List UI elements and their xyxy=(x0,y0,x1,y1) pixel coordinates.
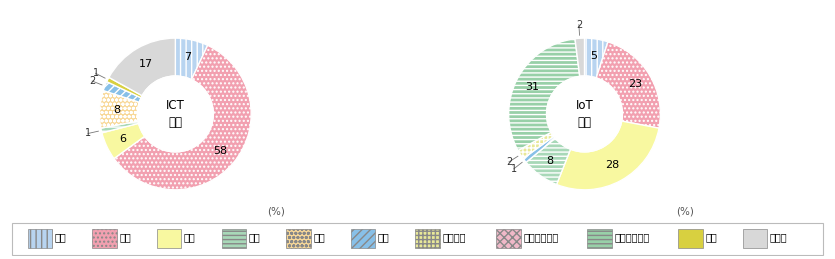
Bar xyxy=(497,229,521,248)
Bar xyxy=(28,229,52,248)
Wedge shape xyxy=(114,45,251,190)
Text: 28: 28 xyxy=(605,160,620,170)
Text: 7: 7 xyxy=(185,52,192,62)
Wedge shape xyxy=(509,39,579,150)
Text: 23: 23 xyxy=(628,79,642,89)
Text: ICT
分野: ICT 分野 xyxy=(166,99,185,129)
Text: IoT
分野: IoT 分野 xyxy=(575,99,594,129)
Text: 1: 1 xyxy=(511,164,517,174)
Wedge shape xyxy=(596,42,660,128)
Circle shape xyxy=(138,76,213,152)
FancyBboxPatch shape xyxy=(13,223,822,255)
Text: 2: 2 xyxy=(506,157,512,167)
Wedge shape xyxy=(99,91,139,128)
Text: フィンランド: フィンランド xyxy=(615,233,650,243)
Text: 独国: 独国 xyxy=(184,233,195,243)
Wedge shape xyxy=(175,38,208,80)
Text: 中国: 中国 xyxy=(313,233,325,243)
Wedge shape xyxy=(584,38,608,78)
Text: 2: 2 xyxy=(576,20,582,30)
Text: 5: 5 xyxy=(590,51,597,61)
Circle shape xyxy=(547,76,622,152)
Text: 17: 17 xyxy=(139,59,153,69)
Text: 2: 2 xyxy=(89,76,95,86)
Wedge shape xyxy=(557,121,659,190)
Wedge shape xyxy=(101,121,139,133)
Bar xyxy=(92,229,117,248)
Text: 仏国: 仏国 xyxy=(377,233,390,243)
Text: (%): (%) xyxy=(267,206,286,216)
Wedge shape xyxy=(524,136,555,162)
Wedge shape xyxy=(518,132,554,159)
Text: オランダ: オランダ xyxy=(443,233,466,243)
Wedge shape xyxy=(104,82,141,102)
Text: 8: 8 xyxy=(114,105,120,115)
Text: 58: 58 xyxy=(213,146,227,156)
Text: 31: 31 xyxy=(525,82,539,92)
Wedge shape xyxy=(107,77,142,98)
Bar xyxy=(221,229,246,248)
Wedge shape xyxy=(526,138,570,184)
Text: 1: 1 xyxy=(85,128,91,139)
Text: 日本: 日本 xyxy=(54,233,66,243)
Text: 1: 1 xyxy=(93,68,99,78)
Bar xyxy=(286,229,311,248)
Bar xyxy=(351,229,376,248)
Bar xyxy=(587,229,612,248)
Text: 8: 8 xyxy=(547,156,554,166)
Bar xyxy=(157,229,181,248)
Text: 6: 6 xyxy=(119,134,126,144)
Bar xyxy=(743,229,767,248)
Text: スウェーデン: スウェーデン xyxy=(524,233,559,243)
Wedge shape xyxy=(109,38,175,96)
Bar xyxy=(416,229,440,248)
Wedge shape xyxy=(102,123,144,159)
Text: 米国: 米国 xyxy=(119,233,131,243)
Text: (%): (%) xyxy=(676,206,695,216)
Text: その他: その他 xyxy=(770,233,787,243)
Bar xyxy=(678,229,703,248)
Text: 台湾: 台湾 xyxy=(705,233,717,243)
Text: 韓国: 韓国 xyxy=(249,233,261,243)
Wedge shape xyxy=(575,38,584,76)
